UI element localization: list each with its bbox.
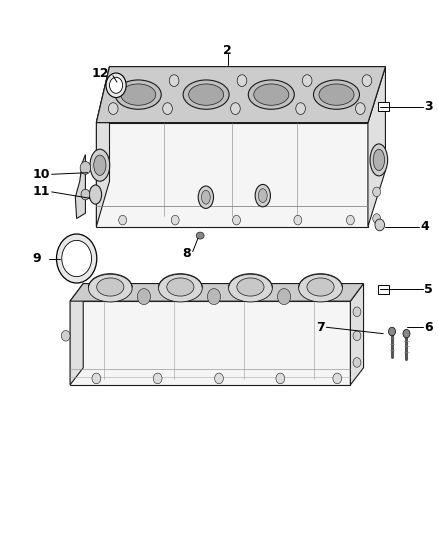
- Circle shape: [208, 289, 221, 305]
- Polygon shape: [70, 284, 364, 301]
- Circle shape: [109, 103, 118, 115]
- Circle shape: [233, 215, 240, 225]
- FancyBboxPatch shape: [378, 102, 389, 111]
- Text: 7: 7: [316, 321, 325, 334]
- Circle shape: [169, 75, 179, 86]
- Text: 11: 11: [33, 185, 50, 198]
- Ellipse shape: [229, 274, 272, 302]
- Circle shape: [215, 373, 223, 384]
- Circle shape: [276, 373, 285, 384]
- Circle shape: [171, 215, 179, 225]
- Ellipse shape: [248, 80, 294, 109]
- Circle shape: [353, 307, 361, 317]
- Polygon shape: [96, 67, 385, 123]
- Ellipse shape: [115, 80, 161, 109]
- Circle shape: [230, 103, 240, 115]
- Text: 10: 10: [33, 168, 50, 181]
- Text: 9: 9: [33, 252, 42, 265]
- Ellipse shape: [94, 155, 106, 175]
- Ellipse shape: [319, 84, 354, 106]
- Circle shape: [362, 75, 372, 86]
- Circle shape: [110, 77, 123, 93]
- Circle shape: [162, 103, 173, 115]
- Circle shape: [80, 161, 91, 174]
- Ellipse shape: [201, 190, 210, 204]
- Ellipse shape: [196, 232, 204, 239]
- Text: 3: 3: [424, 100, 433, 113]
- Circle shape: [356, 103, 365, 115]
- Circle shape: [353, 358, 361, 367]
- Ellipse shape: [314, 80, 360, 109]
- Ellipse shape: [189, 84, 224, 106]
- FancyBboxPatch shape: [378, 285, 389, 294]
- Text: 5: 5: [424, 283, 433, 296]
- Ellipse shape: [254, 84, 289, 106]
- Circle shape: [403, 329, 410, 338]
- Polygon shape: [75, 155, 85, 219]
- Circle shape: [106, 73, 126, 98]
- Polygon shape: [350, 284, 364, 385]
- Circle shape: [278, 289, 291, 305]
- Ellipse shape: [299, 274, 343, 302]
- Circle shape: [294, 215, 302, 225]
- Ellipse shape: [90, 149, 110, 181]
- Circle shape: [373, 187, 381, 197]
- Circle shape: [115, 75, 124, 86]
- Circle shape: [57, 234, 97, 283]
- Circle shape: [237, 75, 247, 86]
- Circle shape: [389, 327, 396, 336]
- Circle shape: [353, 331, 361, 341]
- Ellipse shape: [198, 186, 213, 208]
- Polygon shape: [70, 301, 350, 385]
- Ellipse shape: [373, 149, 385, 171]
- Ellipse shape: [183, 80, 229, 109]
- Circle shape: [62, 240, 92, 277]
- Ellipse shape: [88, 274, 132, 302]
- Circle shape: [92, 373, 101, 384]
- Ellipse shape: [370, 144, 388, 176]
- Circle shape: [302, 75, 312, 86]
- Polygon shape: [70, 284, 83, 385]
- Circle shape: [61, 330, 70, 341]
- Ellipse shape: [121, 84, 156, 106]
- Circle shape: [375, 219, 385, 231]
- Circle shape: [296, 103, 305, 115]
- Ellipse shape: [307, 278, 334, 296]
- Circle shape: [346, 215, 354, 225]
- Circle shape: [81, 189, 90, 200]
- Text: 8: 8: [183, 247, 191, 260]
- Polygon shape: [368, 67, 385, 227]
- Text: 2: 2: [223, 44, 232, 57]
- Polygon shape: [96, 123, 368, 227]
- Text: 6: 6: [424, 321, 433, 334]
- Circle shape: [373, 214, 381, 223]
- Ellipse shape: [255, 184, 271, 207]
- Polygon shape: [96, 67, 385, 123]
- Ellipse shape: [89, 185, 102, 204]
- Circle shape: [153, 373, 162, 384]
- Circle shape: [119, 215, 127, 225]
- Circle shape: [138, 289, 151, 305]
- Ellipse shape: [237, 278, 264, 296]
- Ellipse shape: [159, 274, 202, 302]
- Polygon shape: [96, 67, 110, 227]
- Circle shape: [333, 373, 342, 384]
- Text: 4: 4: [420, 220, 429, 233]
- Ellipse shape: [97, 278, 124, 296]
- Ellipse shape: [167, 278, 194, 296]
- Text: 12: 12: [92, 67, 110, 79]
- Ellipse shape: [258, 189, 267, 203]
